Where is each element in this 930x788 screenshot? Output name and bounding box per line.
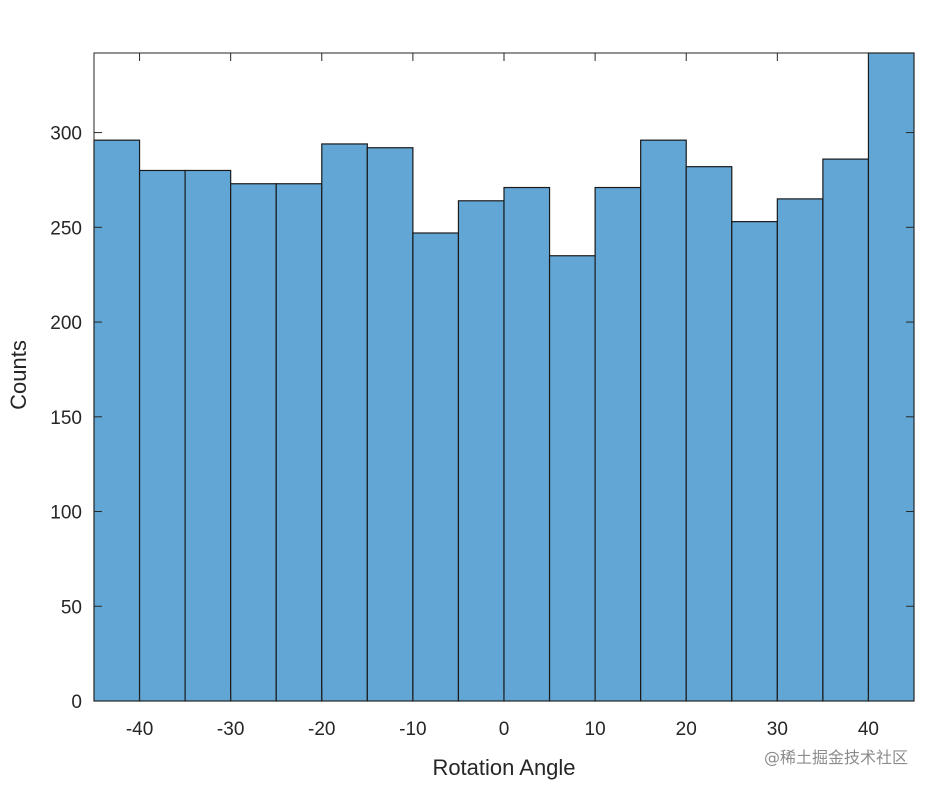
histogram-bar: [184, 169, 232, 702]
x-tick-label: 40: [858, 719, 879, 740]
histogram-bar: [457, 200, 505, 702]
histogram-bar: [548, 255, 596, 702]
histogram-bar: [138, 169, 186, 702]
y-tick-label: 0: [71, 692, 82, 713]
x-tick-label: -10: [399, 719, 426, 740]
x-tick-label: 30: [767, 719, 788, 740]
watermark: @稀土掘金技术社区: [763, 748, 908, 767]
histogram-bar: [867, 52, 915, 702]
histogram-bar: [93, 139, 141, 702]
histogram-bar: [731, 221, 778, 702]
x-axis-label: Rotation Angle: [432, 755, 575, 780]
histogram-bar: [822, 158, 870, 702]
x-tick-label: 20: [676, 719, 697, 740]
histogram-bar: [321, 143, 368, 702]
histogram-bar: [776, 198, 824, 702]
x-tick-label: -30: [217, 719, 244, 740]
ticks-group: -40 -30 -20 -10 0 10 20 30 40 0 50 100 150 200 250 300: [50, 53, 914, 740]
histogram-bar: [640, 139, 687, 702]
histogram-bar: [412, 232, 460, 702]
y-tick-label: 250: [50, 218, 82, 239]
y-axis-label: Counts: [6, 340, 31, 410]
y-tick-label: 300: [50, 124, 82, 145]
x-tick-label: -20: [308, 719, 335, 740]
x-tick-label: -40: [126, 719, 153, 740]
histogram-bar: [366, 147, 414, 702]
histogram-bar: [503, 186, 551, 702]
x-tick-label: 0: [499, 719, 510, 740]
bars-group: [93, 52, 915, 702]
y-tick-label: 50: [61, 597, 82, 618]
histogram-bar: [594, 186, 642, 702]
y-tick-label: 100: [50, 503, 82, 524]
histogram-bar: [685, 166, 733, 702]
y-tick-label: 200: [50, 313, 82, 334]
y-tick-label: 150: [50, 408, 82, 429]
x-tick-label: 10: [585, 719, 606, 740]
histogram-bar: [275, 183, 323, 702]
histogram-bar: [230, 183, 277, 702]
